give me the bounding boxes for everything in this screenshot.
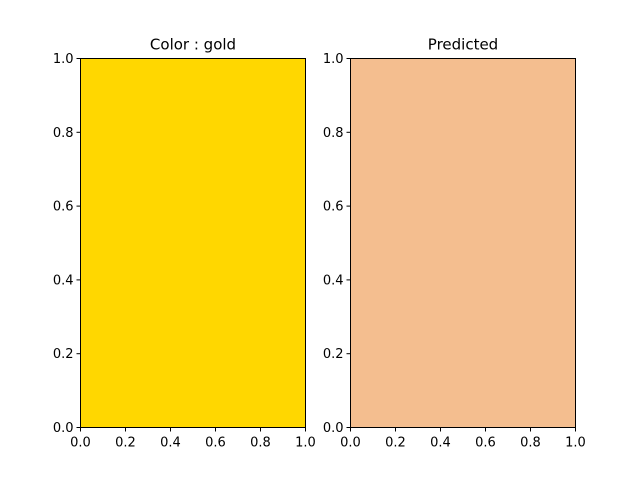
right-y-tick-label: 0.0 xyxy=(323,421,344,436)
right-axes-frame xyxy=(350,58,576,428)
left-subplot-title: Color : gold xyxy=(150,36,236,54)
right-x-tick-label: 1.0 xyxy=(565,436,586,451)
right-y-tick-label: 0.8 xyxy=(323,126,344,141)
right-x-axis: 0.0 0.2 0.4 0.6 0.8 1.0 xyxy=(340,427,586,451)
right-x-tick-label: 0.2 xyxy=(385,436,406,451)
right-subplot: Predicted 0.0 0.2 0.4 0.6 0.8 1.0 0.00.20.40.… xyxy=(323,36,586,451)
left-color-swatch xyxy=(80,58,306,428)
left-y-tick-label: 0.8 xyxy=(53,126,74,141)
right-y-tick-label: 0.2 xyxy=(323,347,344,362)
right-y-tick-label: 0.6 xyxy=(323,200,344,215)
left-y-tick-label: 1.0 xyxy=(53,52,74,67)
right-subplot-title: Predicted xyxy=(428,36,498,54)
right-x-tick-label: 0.0 xyxy=(340,436,361,451)
left-x-tick-label: 0.2 xyxy=(115,436,136,451)
left-x-tick-label: 0.0 xyxy=(70,436,91,451)
right-y-axis: 0.0 0.2 0.4 0.6 0.8 1.0 xyxy=(323,52,351,436)
left-y-axis: 0.0 0.2 0.4 0.6 0.8 1.0 xyxy=(53,52,81,436)
left-axes-frame xyxy=(80,58,306,428)
right-x-tick-label: 0.4 xyxy=(430,436,451,451)
left-x-tick-label: 1.0 xyxy=(295,436,316,451)
right-color-swatch xyxy=(350,58,576,428)
right-y-tick-label: 1.0 xyxy=(323,52,344,67)
left-x-axis: 0.0 0.2 0.4 0.6 0.8 1.0 xyxy=(70,427,316,451)
right-y-tick-label: 0.4 xyxy=(323,273,344,288)
left-y-tick-label: 0.4 xyxy=(53,273,74,288)
right-x-tick-label: 0.6 xyxy=(475,436,496,451)
left-y-tick-label: 0.6 xyxy=(53,200,74,215)
left-x-tick-label: 0.4 xyxy=(160,436,181,451)
left-x-tick-label: 0.8 xyxy=(250,436,271,451)
left-subplot: Color : gold 0.0 0.2 0.4 0.6 0.8 1.0 0.00.20.… xyxy=(53,36,316,451)
right-x-tick-label: 0.8 xyxy=(520,436,541,451)
left-y-tick-label: 0.0 xyxy=(53,421,74,436)
left-y-tick-label: 0.2 xyxy=(53,347,74,362)
left-x-tick-label: 0.6 xyxy=(205,436,226,451)
